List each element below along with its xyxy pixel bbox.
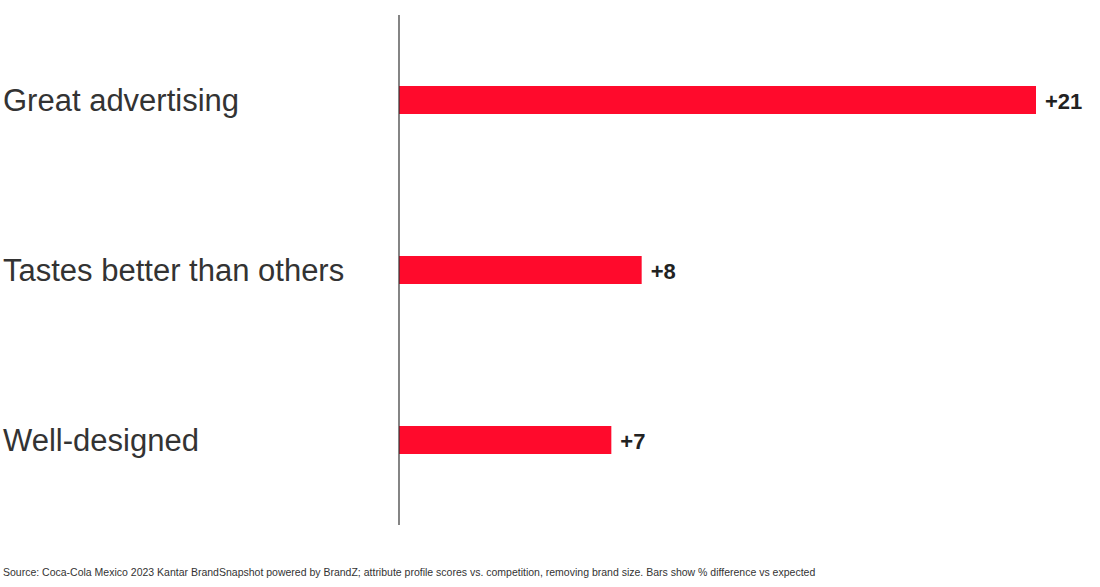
bar [399, 86, 1036, 114]
data-label: +8 [651, 259, 676, 284]
source-note: Source: Coca-Cola Mexico 2023 Kantar Bra… [3, 566, 815, 578]
bar [399, 426, 611, 454]
category-label: Tastes better than others [3, 253, 344, 288]
data-label: +21 [1045, 89, 1082, 114]
data-label: +7 [620, 429, 645, 454]
chart-container: Great advertising +21 Tastes better than o… [0, 0, 1100, 587]
chart-svg: Great advertising +21 Tastes better than o… [0, 0, 1100, 587]
bars [399, 86, 1036, 454]
bar [399, 256, 642, 284]
axis-line [398, 15, 399, 525]
category-label: Well-designed [3, 423, 199, 458]
category-label: Great advertising [3, 83, 239, 118]
